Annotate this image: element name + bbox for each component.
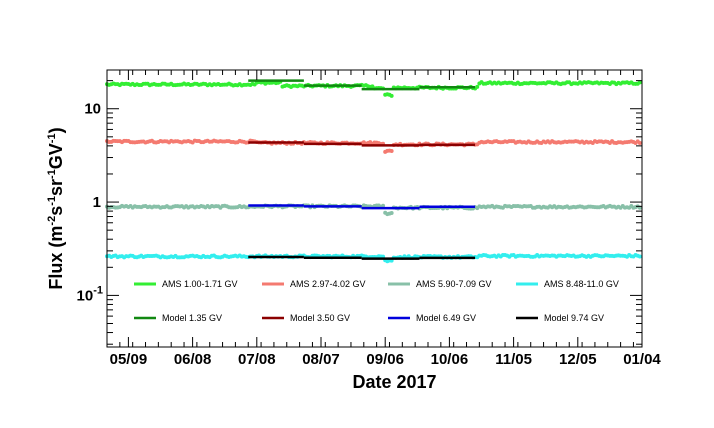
- data-point: [389, 93, 394, 98]
- x-axis: 05/09 06/08 07/08 08/07 09/06 10/06 11/05 12/05…: [106, 70, 661, 368]
- legend-item: AMS 2.97-4.02 GV: [262, 279, 366, 289]
- y-axis: 10 1 10-1: [77, 80, 642, 345]
- x-tick-label: 08/07: [302, 351, 340, 368]
- x-axis-title: Date 2017: [352, 372, 436, 392]
- x-tick-label: 01/04: [623, 351, 661, 368]
- data-point: [475, 84, 480, 89]
- model-model-6-49-gv: [248, 204, 476, 210]
- model-model-1-35-gv: [248, 79, 476, 91]
- x-tick-label: 07/08: [238, 351, 276, 368]
- data-points-layer: [105, 79, 642, 264]
- x-tick-label: 09/06: [366, 351, 404, 368]
- x-tick-label: 05/09: [110, 351, 148, 368]
- legend-item: AMS 8.48-11.0 GV: [516, 279, 619, 289]
- legend-label: AMS 8.48-11.0 GV: [544, 279, 619, 289]
- x-tick-label: 12/05: [559, 351, 597, 368]
- legend-label: AMS 5.90-7.09 GV: [416, 279, 492, 289]
- x-tick-label: 11/05: [495, 351, 532, 368]
- legend-item: Model 9.74 GV: [516, 313, 604, 323]
- data-point: [389, 211, 394, 216]
- legend-item: Model 1.35 GV: [134, 313, 222, 323]
- legend-item: AMS 5.90-7.09 GV: [388, 279, 492, 289]
- legend-label: Model 6.49 GV: [416, 313, 476, 323]
- y-axis-title: Flux (m-2s-1sr-1GV-1): [46, 127, 66, 289]
- plot-frame: [106, 69, 643, 348]
- legend-item: Model 6.49 GV: [388, 313, 476, 323]
- y-tick-label: 1: [93, 194, 101, 211]
- legend-label: AMS 1.00-1.71 GV: [162, 279, 238, 289]
- y-tick-label: 10: [84, 101, 101, 118]
- legend-item: Model 3.50 GV: [262, 313, 350, 323]
- model-model-3-50-gv: [248, 141, 476, 147]
- legend-label: AMS 2.97-4.02 GV: [290, 279, 366, 289]
- data-point: [381, 203, 386, 208]
- data-point: [637, 141, 642, 145]
- y-tick-label: 10-1: [77, 284, 103, 304]
- legend-label: Model 9.74 GV: [544, 313, 604, 323]
- data-point: [637, 80, 642, 85]
- legend-label: Model 1.35 GV: [162, 313, 222, 323]
- legend: AMS 1.00-1.71 GV AMS 2.97-4.02 GV AMS 5.90…: [134, 279, 619, 323]
- model-model-9-74-gv: [248, 255, 476, 260]
- model-steps-layer: [248, 79, 476, 260]
- series-ams-5-90-7-09-gv: [105, 203, 642, 217]
- x-tick-label: 06/08: [174, 351, 212, 368]
- legend-item: AMS 1.00-1.71 GV: [134, 279, 238, 289]
- data-point: [389, 148, 394, 153]
- x-tick-label: 10/06: [431, 351, 469, 368]
- data-point: [637, 254, 642, 259]
- legend-label: Model 3.50 GV: [290, 313, 350, 323]
